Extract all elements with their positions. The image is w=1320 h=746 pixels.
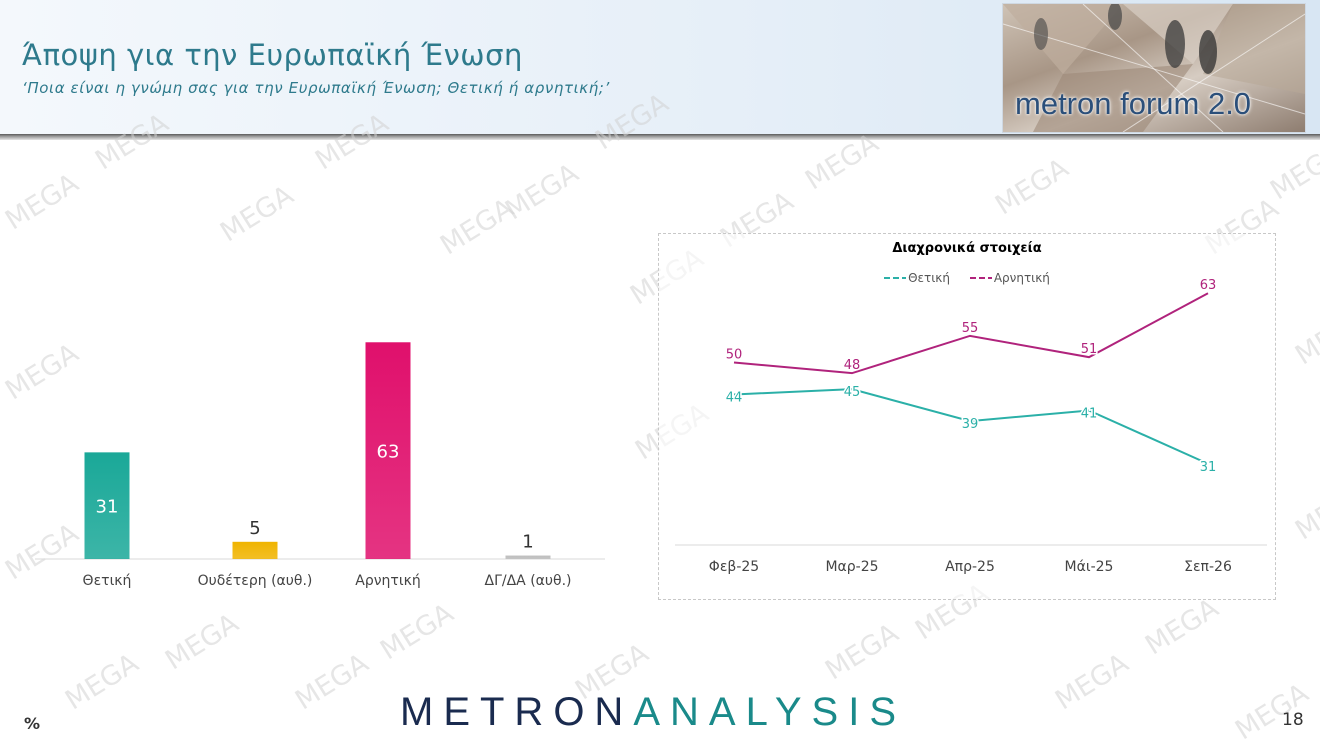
- bar-category-label: Θετική: [83, 573, 132, 589]
- line-data-label: 48: [844, 358, 861, 373]
- line-category-label: Σεπ-26: [1184, 559, 1232, 575]
- watermark: MEGA: [0, 167, 85, 237]
- watermark: MEGA: [290, 647, 375, 717]
- bar-category-label: Ουδέτερη (αυθ.): [198, 573, 313, 589]
- line-data-label: 63: [1200, 278, 1217, 293]
- brand-part-metron: METRON: [400, 690, 634, 734]
- line-category-label: Απρ-25: [945, 559, 995, 575]
- line-data-label: 50: [726, 348, 743, 363]
- series-line: [733, 292, 1209, 375]
- header-divider: [0, 134, 1320, 140]
- legend-item-positive: Θετική: [884, 271, 950, 285]
- watermark: MEGA: [1290, 477, 1320, 547]
- watermark: MEGA: [1265, 137, 1320, 207]
- bar-category-label: Αρνητική: [355, 573, 420, 589]
- line-category-label: Μάι-25: [1065, 559, 1114, 575]
- header-band: Άποψη για την Ευρωπαϊκή Ένωση ‘Ποια είνα…: [0, 0, 1320, 134]
- bar-value-label: 5: [249, 518, 260, 539]
- bar-value-label: 63: [377, 442, 400, 463]
- bar: [505, 555, 551, 559]
- line-data-label: 39: [962, 417, 979, 432]
- watermark: MEGA: [500, 157, 585, 227]
- line-category-label: Φεβ-25: [709, 559, 759, 575]
- line-chart: 44 45 39 41 31 50 48 55 51 63 Φεβ-25 Μαρ-25 Απρ-25 Μά…: [675, 277, 1267, 575]
- page-number: 18: [1282, 710, 1304, 730]
- line-data-label: 45: [844, 385, 861, 400]
- watermark: MEGA: [375, 597, 460, 667]
- bar: [84, 452, 130, 559]
- watermark: MEGA: [1290, 302, 1320, 372]
- page-subtitle: ‘Ποια είναι η γνώμη σας για την Ευρωπαϊκ…: [22, 79, 610, 97]
- legend-item-negative: Αρνητική: [969, 271, 1050, 285]
- bar-chart: 31 Θετική 5 Ουδέτερη (αυθ.) 63 Αρνητική 1 ΔΓ/ΔΑ…: [35, 342, 605, 589]
- watermark: MEGA: [60, 647, 145, 717]
- line-data-label: 51: [1081, 342, 1098, 357]
- logo-text: metron forum 2.0: [1015, 86, 1252, 121]
- watermark: MEGA: [215, 179, 300, 249]
- line-category-label: Μαρ-25: [825, 559, 878, 575]
- bar: [365, 342, 411, 559]
- line-chart-title: Διαχρονικά στοιχεία: [892, 241, 1042, 256]
- bar: [232, 541, 278, 559]
- line-data-label: 55: [962, 321, 979, 336]
- legend-label-positive: Θετική: [908, 271, 950, 285]
- unit-label: %: [24, 714, 41, 733]
- watermark: MEGA: [435, 192, 520, 262]
- legend-label-negative: Αρνητική: [993, 271, 1050, 285]
- legend-swatch-negative: [969, 277, 992, 279]
- page-title: Άποψη για την Ευρωπαϊκή Ένωση: [22, 38, 523, 72]
- watermark: MEGA: [160, 607, 245, 677]
- watermark: MEGA: [820, 617, 905, 687]
- watermark: MEGA: [990, 152, 1075, 222]
- bar-category-label: ΔΓ/ΔΑ (αυθ.): [485, 573, 572, 589]
- line-data-label: 44: [726, 390, 743, 405]
- line-data-label: 31: [1200, 460, 1217, 475]
- legend-swatch-positive: [884, 277, 907, 279]
- watermark: MEGA: [1140, 592, 1225, 662]
- series-line: [733, 388, 1209, 465]
- watermark: MEGA: [1050, 647, 1135, 717]
- metron-forum-logo: metron forum 2.0: [1002, 3, 1306, 133]
- line-chart-panel: Διαχρονικά στοιχεία Θετική Αρνητική 44 45…: [658, 233, 1276, 600]
- line-data-label: 41: [1081, 406, 1098, 421]
- brand-part-analysis: ANALYSIS: [633, 690, 907, 734]
- bar-value-label: 1: [522, 532, 533, 553]
- logo-photo-graphic: [1003, 4, 1305, 132]
- bar-value-label: 31: [96, 497, 119, 518]
- metron-analysis-logo: METRONANALYSIS: [400, 690, 920, 734]
- line-chart-legend: Θετική Αρνητική: [659, 268, 1275, 285]
